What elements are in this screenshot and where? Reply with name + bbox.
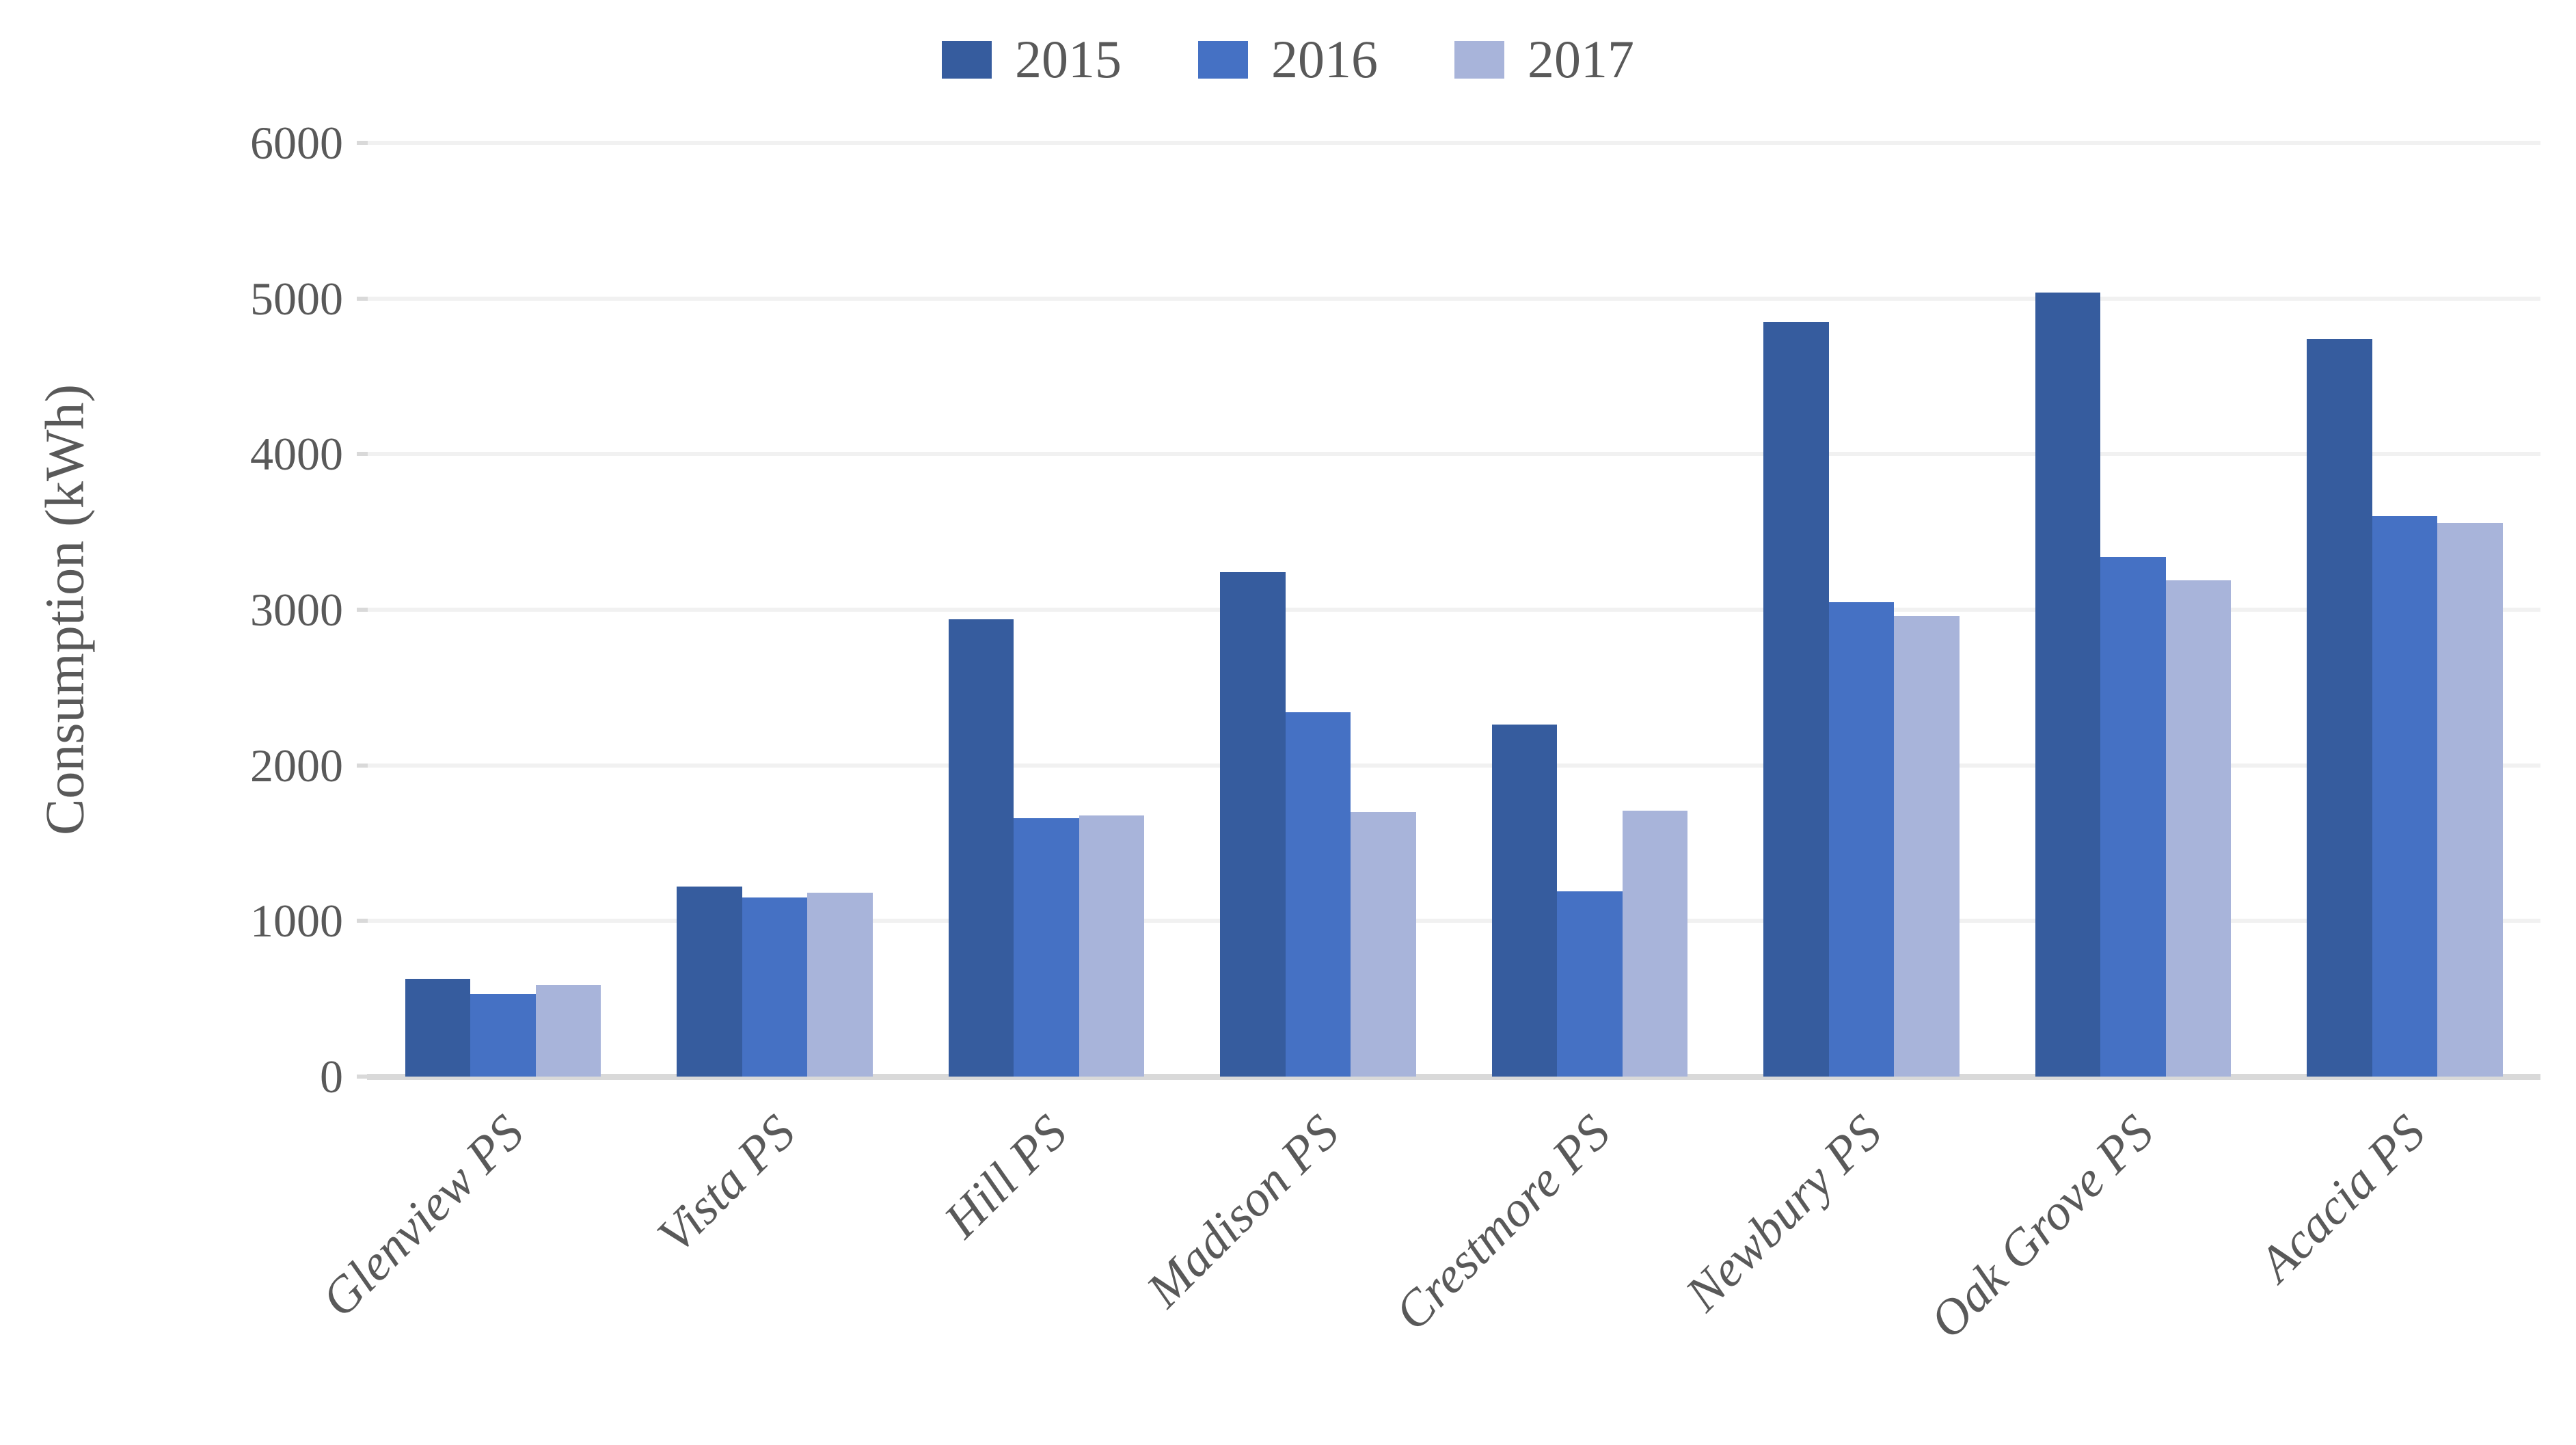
- y-tick-mark: [357, 919, 368, 923]
- legend-swatch: [942, 40, 992, 79]
- bar-group-Crestmore PS: [1454, 143, 1726, 1077]
- bar-group-Acacia PS: [2269, 143, 2541, 1077]
- bar-2017: [1351, 812, 1416, 1077]
- x-category-label: Oak Grove PS: [1919, 1104, 2165, 1350]
- bar-2016: [470, 994, 536, 1077]
- y-tick-label: 3000: [250, 584, 343, 636]
- x-axis-line: [367, 1074, 2540, 1080]
- gridline: [367, 763, 2540, 768]
- bar-2015: [1220, 572, 1286, 1077]
- y-tick-mark: [357, 608, 368, 612]
- bar-group-Vista PS: [639, 143, 911, 1077]
- y-tick-mark: [357, 763, 368, 768]
- bar-2015: [2307, 339, 2372, 1077]
- y-tick-mark: [357, 1075, 368, 1079]
- y-tick-label: 1000: [250, 895, 343, 947]
- x-category-label: Newbury PS: [1675, 1104, 1893, 1323]
- bar-2015: [1763, 322, 1829, 1077]
- y-tick-label: 5000: [250, 272, 343, 325]
- bar-2015: [677, 887, 742, 1077]
- legend-item-2017: 2017: [1454, 33, 1634, 86]
- bar-2015: [1491, 725, 1557, 1077]
- legend-label: 2016: [1271, 29, 1378, 89]
- bar-2017: [2165, 580, 2231, 1077]
- x-category-label: Madison PS: [1135, 1104, 1350, 1319]
- legend-swatch: [1454, 40, 1504, 79]
- bar-2015: [405, 979, 470, 1077]
- x-category-label: Vista PS: [647, 1104, 806, 1264]
- x-category-label: Crestmore PS: [1384, 1104, 1621, 1342]
- gridline: [367, 919, 2540, 923]
- bar-2016: [742, 897, 807, 1077]
- gridline: [367, 608, 2540, 612]
- bar-2017: [807, 893, 873, 1077]
- bar-2016: [1014, 818, 1079, 1077]
- gridline: [367, 296, 2540, 301]
- x-category-label: Hill PS: [934, 1104, 1078, 1249]
- legend-label: 2015: [1015, 29, 1122, 89]
- gridline: [367, 452, 2540, 457]
- bar-group-Hill PS: [910, 143, 1182, 1077]
- bar-2017: [1079, 815, 1144, 1077]
- gridline: [367, 141, 2540, 145]
- bar-2017: [1622, 811, 1687, 1077]
- plot-area: [367, 141, 2541, 1080]
- y-tick-label: 2000: [250, 739, 343, 792]
- bar-group-Madison PS: [1182, 143, 1454, 1077]
- bar-2016: [1557, 891, 1623, 1077]
- bar-group-Oak Grove PS: [1997, 143, 2269, 1077]
- bar-group-Glenview PS: [367, 143, 639, 1077]
- x-category-label: Acacia PS: [2248, 1104, 2437, 1293]
- legend-swatch: [1198, 40, 1248, 79]
- bar-2015: [2035, 293, 2100, 1077]
- legend-item-2015: 2015: [942, 33, 1122, 86]
- y-tick-mark: [357, 296, 368, 301]
- y-tick-label: 4000: [250, 428, 343, 481]
- bar-2016: [2100, 557, 2166, 1077]
- legend: 2015 2016 2017: [0, 33, 2576, 86]
- bar-2017: [1894, 616, 1960, 1077]
- y-tick-mark: [357, 141, 368, 145]
- legend-label: 2017: [1528, 29, 1634, 89]
- bar-2016: [1285, 712, 1351, 1077]
- y-tick-label: 6000: [250, 117, 343, 169]
- y-tick-mark: [357, 452, 368, 457]
- bar-2016: [2372, 516, 2437, 1077]
- y-tick-label: 0: [320, 1051, 343, 1103]
- x-category-label: Glenview PS: [310, 1104, 534, 1328]
- legend-item-2016: 2016: [1198, 33, 1378, 86]
- bar-2015: [948, 619, 1014, 1077]
- bar-2016: [1828, 602, 1894, 1077]
- bar-2017: [535, 985, 601, 1077]
- bar-2017: [2437, 523, 2503, 1077]
- bar-group-Newbury PS: [1726, 143, 1998, 1077]
